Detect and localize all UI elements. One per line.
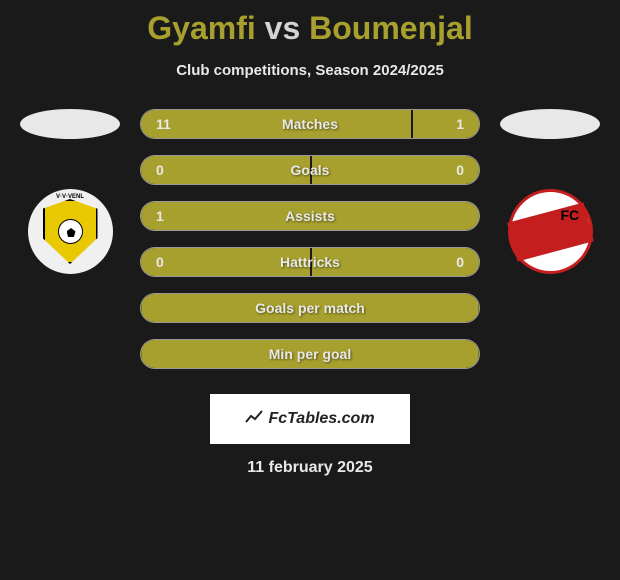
title-vs: vs [265, 10, 301, 46]
stat-label: Matches [282, 116, 338, 132]
stat-bar: Goals per match [140, 293, 480, 323]
shield-icon [43, 199, 98, 264]
stat-bar-left: 0 [141, 156, 310, 184]
chart-icon [245, 410, 263, 429]
stat-bar-right: 0 [312, 156, 479, 184]
brand-text: FcTables.com [268, 410, 374, 428]
stat-bar-left: 11 [141, 110, 411, 138]
stat-label: Goals per match [255, 300, 365, 316]
stat-bar: Matches111 [140, 109, 480, 139]
player2-name: Boumenjal [309, 10, 473, 46]
left-side: V·V·VENL [10, 109, 130, 274]
stat-label: Assists [285, 208, 335, 224]
date-text: 11 february 2025 [0, 459, 620, 477]
stat-bar: Assists1 [140, 201, 480, 231]
stat-label: Min per goal [269, 346, 351, 362]
stripe-icon [507, 202, 594, 261]
team-right-text: FC [561, 207, 580, 223]
subtitle: Club competitions, Season 2024/2025 [0, 62, 620, 79]
stat-label: Hattricks [280, 254, 340, 270]
ball-icon [58, 219, 83, 244]
brand-badge: FcTables.com [210, 394, 410, 444]
comparison-widget: Gyamfi vs Boumenjal Club competitions, S… [0, 0, 620, 580]
right-side: FC [490, 109, 610, 274]
player1-photo-placeholder [20, 109, 120, 139]
stat-bars: Matches111Goals00Assists1Hattricks00Goal… [140, 109, 480, 369]
content-row: V·V·VENL Matches111Goals00Assists1Hattri… [0, 109, 620, 369]
stat-bar: Hattricks00 [140, 247, 480, 277]
team-left-logo: V·V·VENL [28, 189, 113, 274]
team-right-logo: FC [508, 189, 593, 274]
player2-photo-placeholder [500, 109, 600, 139]
stat-label: Goals [291, 162, 330, 178]
page-title: Gyamfi vs Boumenjal [0, 10, 620, 47]
stat-bar: Goals00 [140, 155, 480, 185]
player1-name: Gyamfi [147, 10, 255, 46]
stat-bar: Min per goal [140, 339, 480, 369]
stat-bar-right: 1 [413, 110, 479, 138]
